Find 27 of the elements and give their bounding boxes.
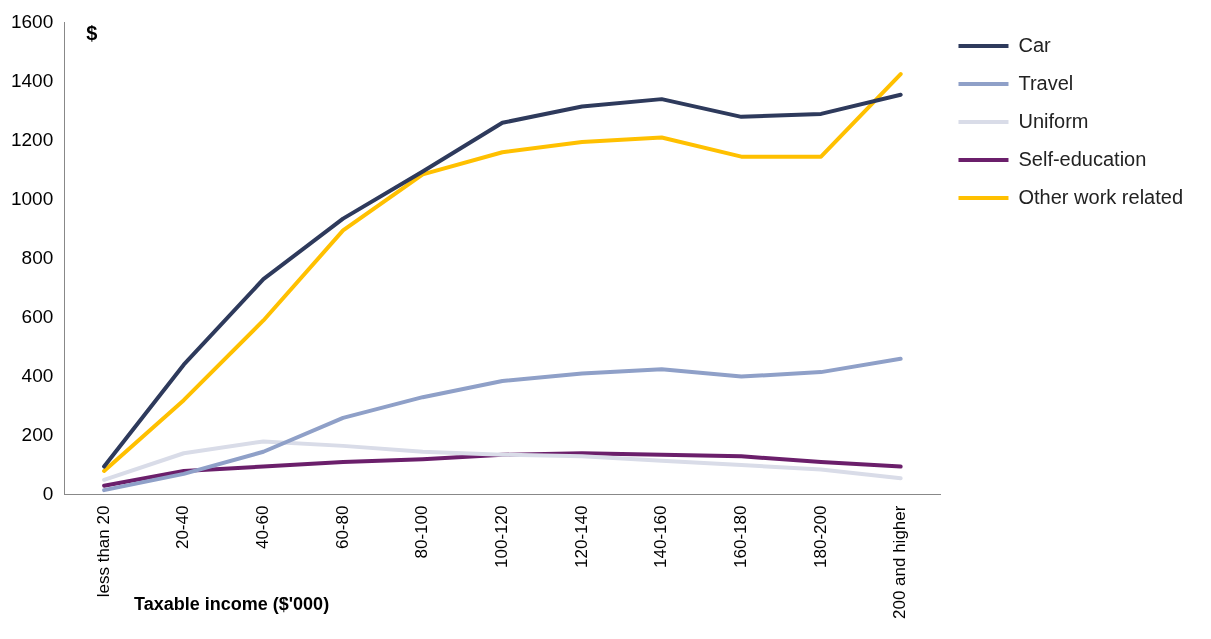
legend-label: Uniform — [1018, 109, 1089, 132]
legend-label: Car — [1018, 33, 1052, 56]
x-tick-label: 180-200 — [810, 505, 830, 568]
legend-label: Travel — [1018, 71, 1074, 94]
y-tick-label: 1400 — [10, 69, 54, 91]
y-tick-label: 600 — [21, 305, 54, 327]
y-tick-label: 0 — [42, 482, 54, 504]
x-tick-label: 60-80 — [332, 505, 352, 550]
x-tick-label: 100-120 — [492, 505, 512, 568]
y-tick-label: 1000 — [10, 187, 54, 209]
legend-label: Other work related — [1018, 185, 1183, 208]
x-tick-label: 120-140 — [571, 505, 591, 568]
y-tick-label: 800 — [21, 246, 54, 268]
y-tick-label: 400 — [21, 364, 54, 386]
y-tick-label: 1200 — [10, 128, 54, 150]
x-axis-title: Taxable income ($'000) — [134, 593, 330, 614]
x-tick-label: 80-100 — [412, 505, 432, 559]
x-tick-label: 40-60 — [253, 505, 273, 550]
x-tick-label: 160-180 — [731, 505, 751, 568]
x-tick-label: less than 20 — [93, 505, 113, 598]
x-tick-label: 140-160 — [651, 505, 671, 568]
x-tick-label: 200 and higher — [890, 505, 910, 620]
legend-label: Self-education — [1018, 147, 1147, 170]
y-tick-label: 200 — [21, 423, 54, 445]
x-tick-label: 20-40 — [173, 505, 193, 550]
y-tick-label: 1600 — [10, 10, 54, 32]
y-axis-title: $ — [86, 21, 98, 44]
